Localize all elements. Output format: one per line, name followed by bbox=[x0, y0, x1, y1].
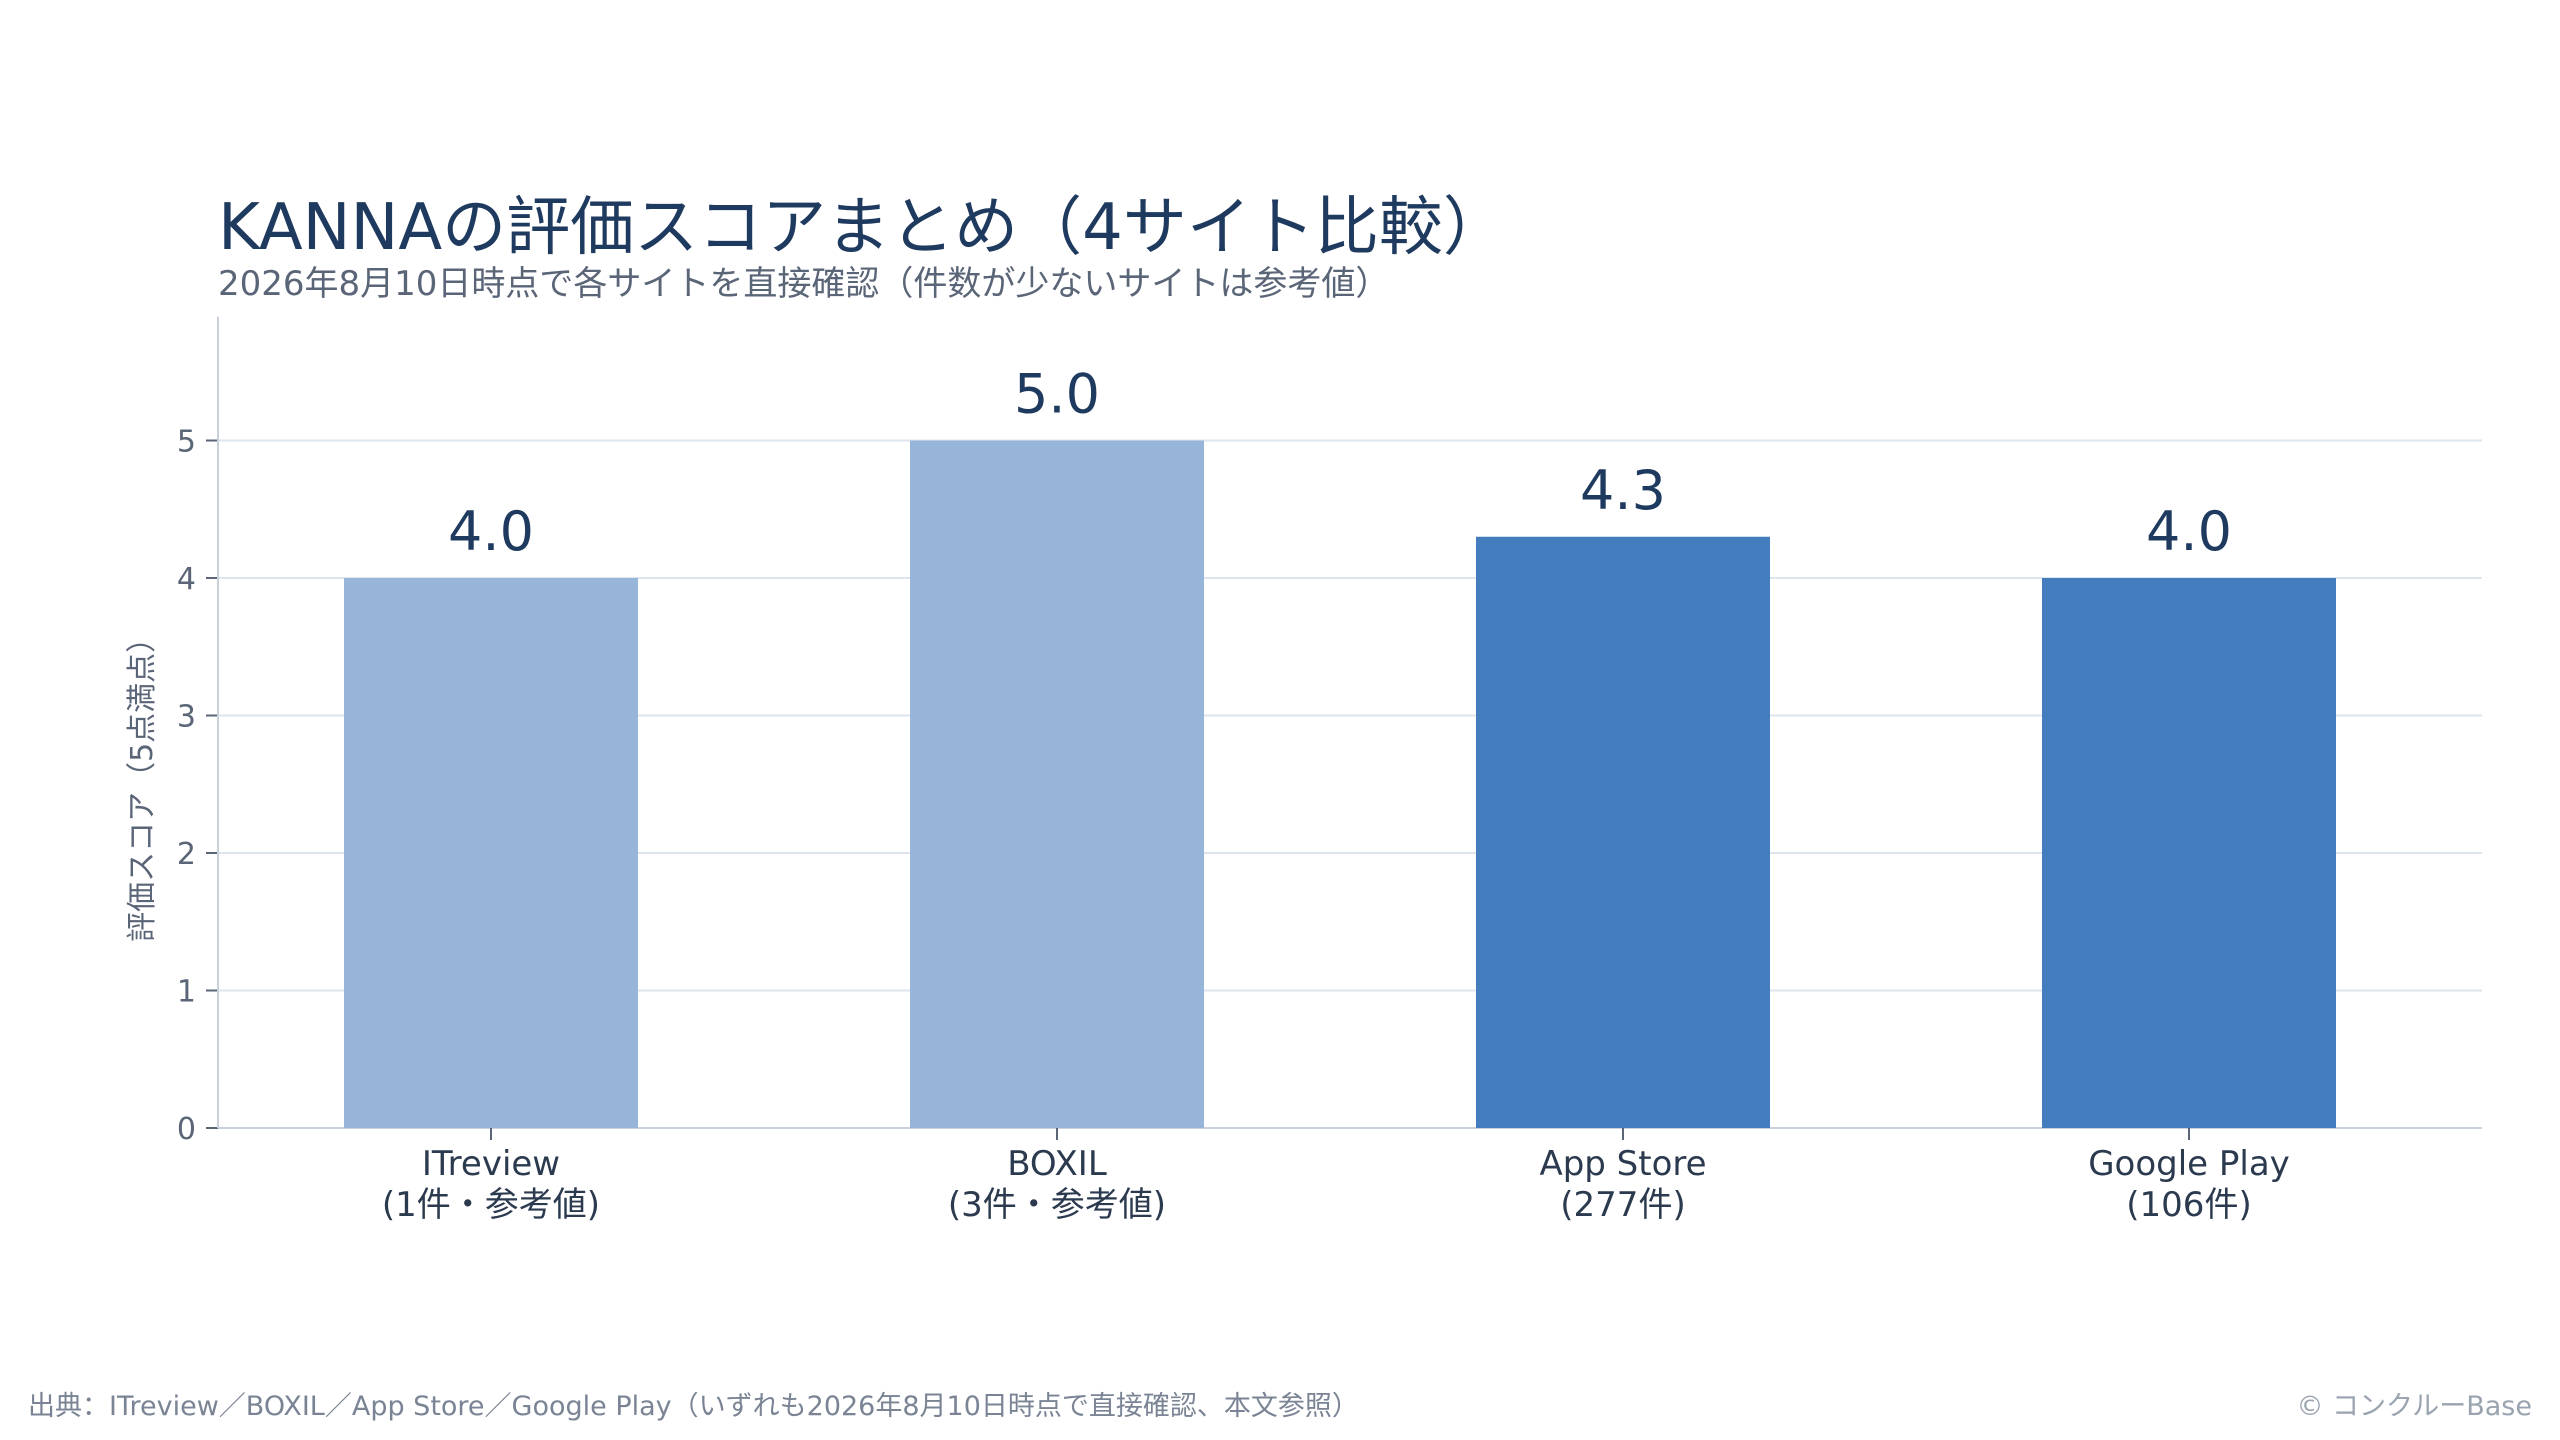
bars bbox=[344, 440, 2336, 1128]
y-tick-label: 3 bbox=[177, 700, 196, 735]
y-tick-label: 4 bbox=[177, 562, 196, 597]
bar bbox=[2042, 578, 2336, 1128]
bar bbox=[910, 440, 1204, 1128]
y-tick-label: 5 bbox=[177, 425, 196, 460]
x-category-label: App Store bbox=[1539, 1144, 1706, 1184]
x-category-sublabel: (106件) bbox=[2126, 1185, 2251, 1225]
bar-value-label: 4.0 bbox=[448, 500, 534, 563]
x-category-label: Google Play bbox=[2088, 1144, 2290, 1184]
bar-value-label: 4.3 bbox=[1580, 459, 1666, 522]
y-axis-label: 評価スコア（5点満点） bbox=[125, 623, 160, 942]
labels: 4.0 ITreview(1件・参考値) 5.0 BOXIL(3件・参考値) 4.3 Ap… bbox=[382, 363, 2290, 1226]
y-tick-label: 1 bbox=[177, 975, 196, 1010]
x-category-sublabel: (3件・参考値) bbox=[948, 1185, 1166, 1225]
y-tick-label: 0 bbox=[177, 1112, 196, 1147]
x-category-label: ITreview bbox=[422, 1144, 560, 1184]
x-category-sublabel: (1件・参考値) bbox=[382, 1185, 600, 1225]
x-category-sublabel: (277件) bbox=[1560, 1185, 1685, 1225]
bar-value-label: 5.0 bbox=[1014, 363, 1100, 426]
chart-subtitle: 2026年8月10日時点で各サイトを直接確認（件数が少ないサイトは参考値） bbox=[218, 264, 1390, 304]
bar-value-label: 4.0 bbox=[2146, 500, 2232, 563]
bar bbox=[344, 578, 638, 1128]
chart-title: KANNAの評価スコアまとめ（4サイト比較） bbox=[218, 191, 1507, 265]
y-tick-label: 2 bbox=[177, 837, 196, 872]
copyright-note: © コンクルーBase bbox=[2296, 1391, 2532, 1422]
x-category-label: BOXIL bbox=[1007, 1144, 1107, 1184]
source-note: 出典：ITreview／BOXIL／App Store／Google Play（… bbox=[28, 1391, 1359, 1422]
bar bbox=[1476, 536, 1770, 1128]
